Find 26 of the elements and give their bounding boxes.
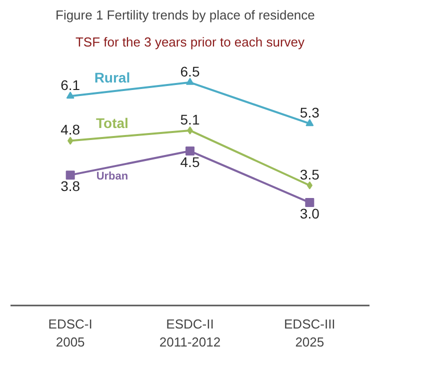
data-label: 3.5	[300, 166, 320, 182]
data-label: 6.1	[60, 77, 80, 94]
chart-title: Figure 1 Fertility trends by place of residence	[56, 8, 315, 22]
x-tick-label: ESDC-II 2011-2012	[159, 316, 221, 350]
point	[306, 181, 312, 190]
point	[186, 78, 194, 85]
point	[187, 126, 193, 134]
point	[305, 198, 314, 208]
data-label: 4.5	[180, 154, 200, 170]
point	[66, 170, 75, 180]
data-label: 6.5	[180, 63, 200, 80]
x-tick-label: EDSC-I 2005	[48, 316, 92, 350]
data-label: 3.0	[300, 206, 320, 222]
chart-subtitle: TSF for the 3 years prior to each survey	[75, 34, 306, 50]
point	[66, 92, 74, 99]
point	[68, 136, 74, 145]
series-label: Total	[96, 115, 128, 132]
series-label: Rural	[94, 69, 130, 86]
point	[186, 146, 194, 156]
data-label: 5.1	[180, 111, 200, 128]
x-tick-label: EDSC-III 2025	[284, 316, 336, 350]
data-label: 4.8	[60, 122, 80, 138]
series-label: Urban	[96, 170, 128, 183]
data-label: 5.3	[300, 104, 320, 121]
data-label: 3.8	[60, 178, 80, 194]
point	[306, 119, 314, 126]
